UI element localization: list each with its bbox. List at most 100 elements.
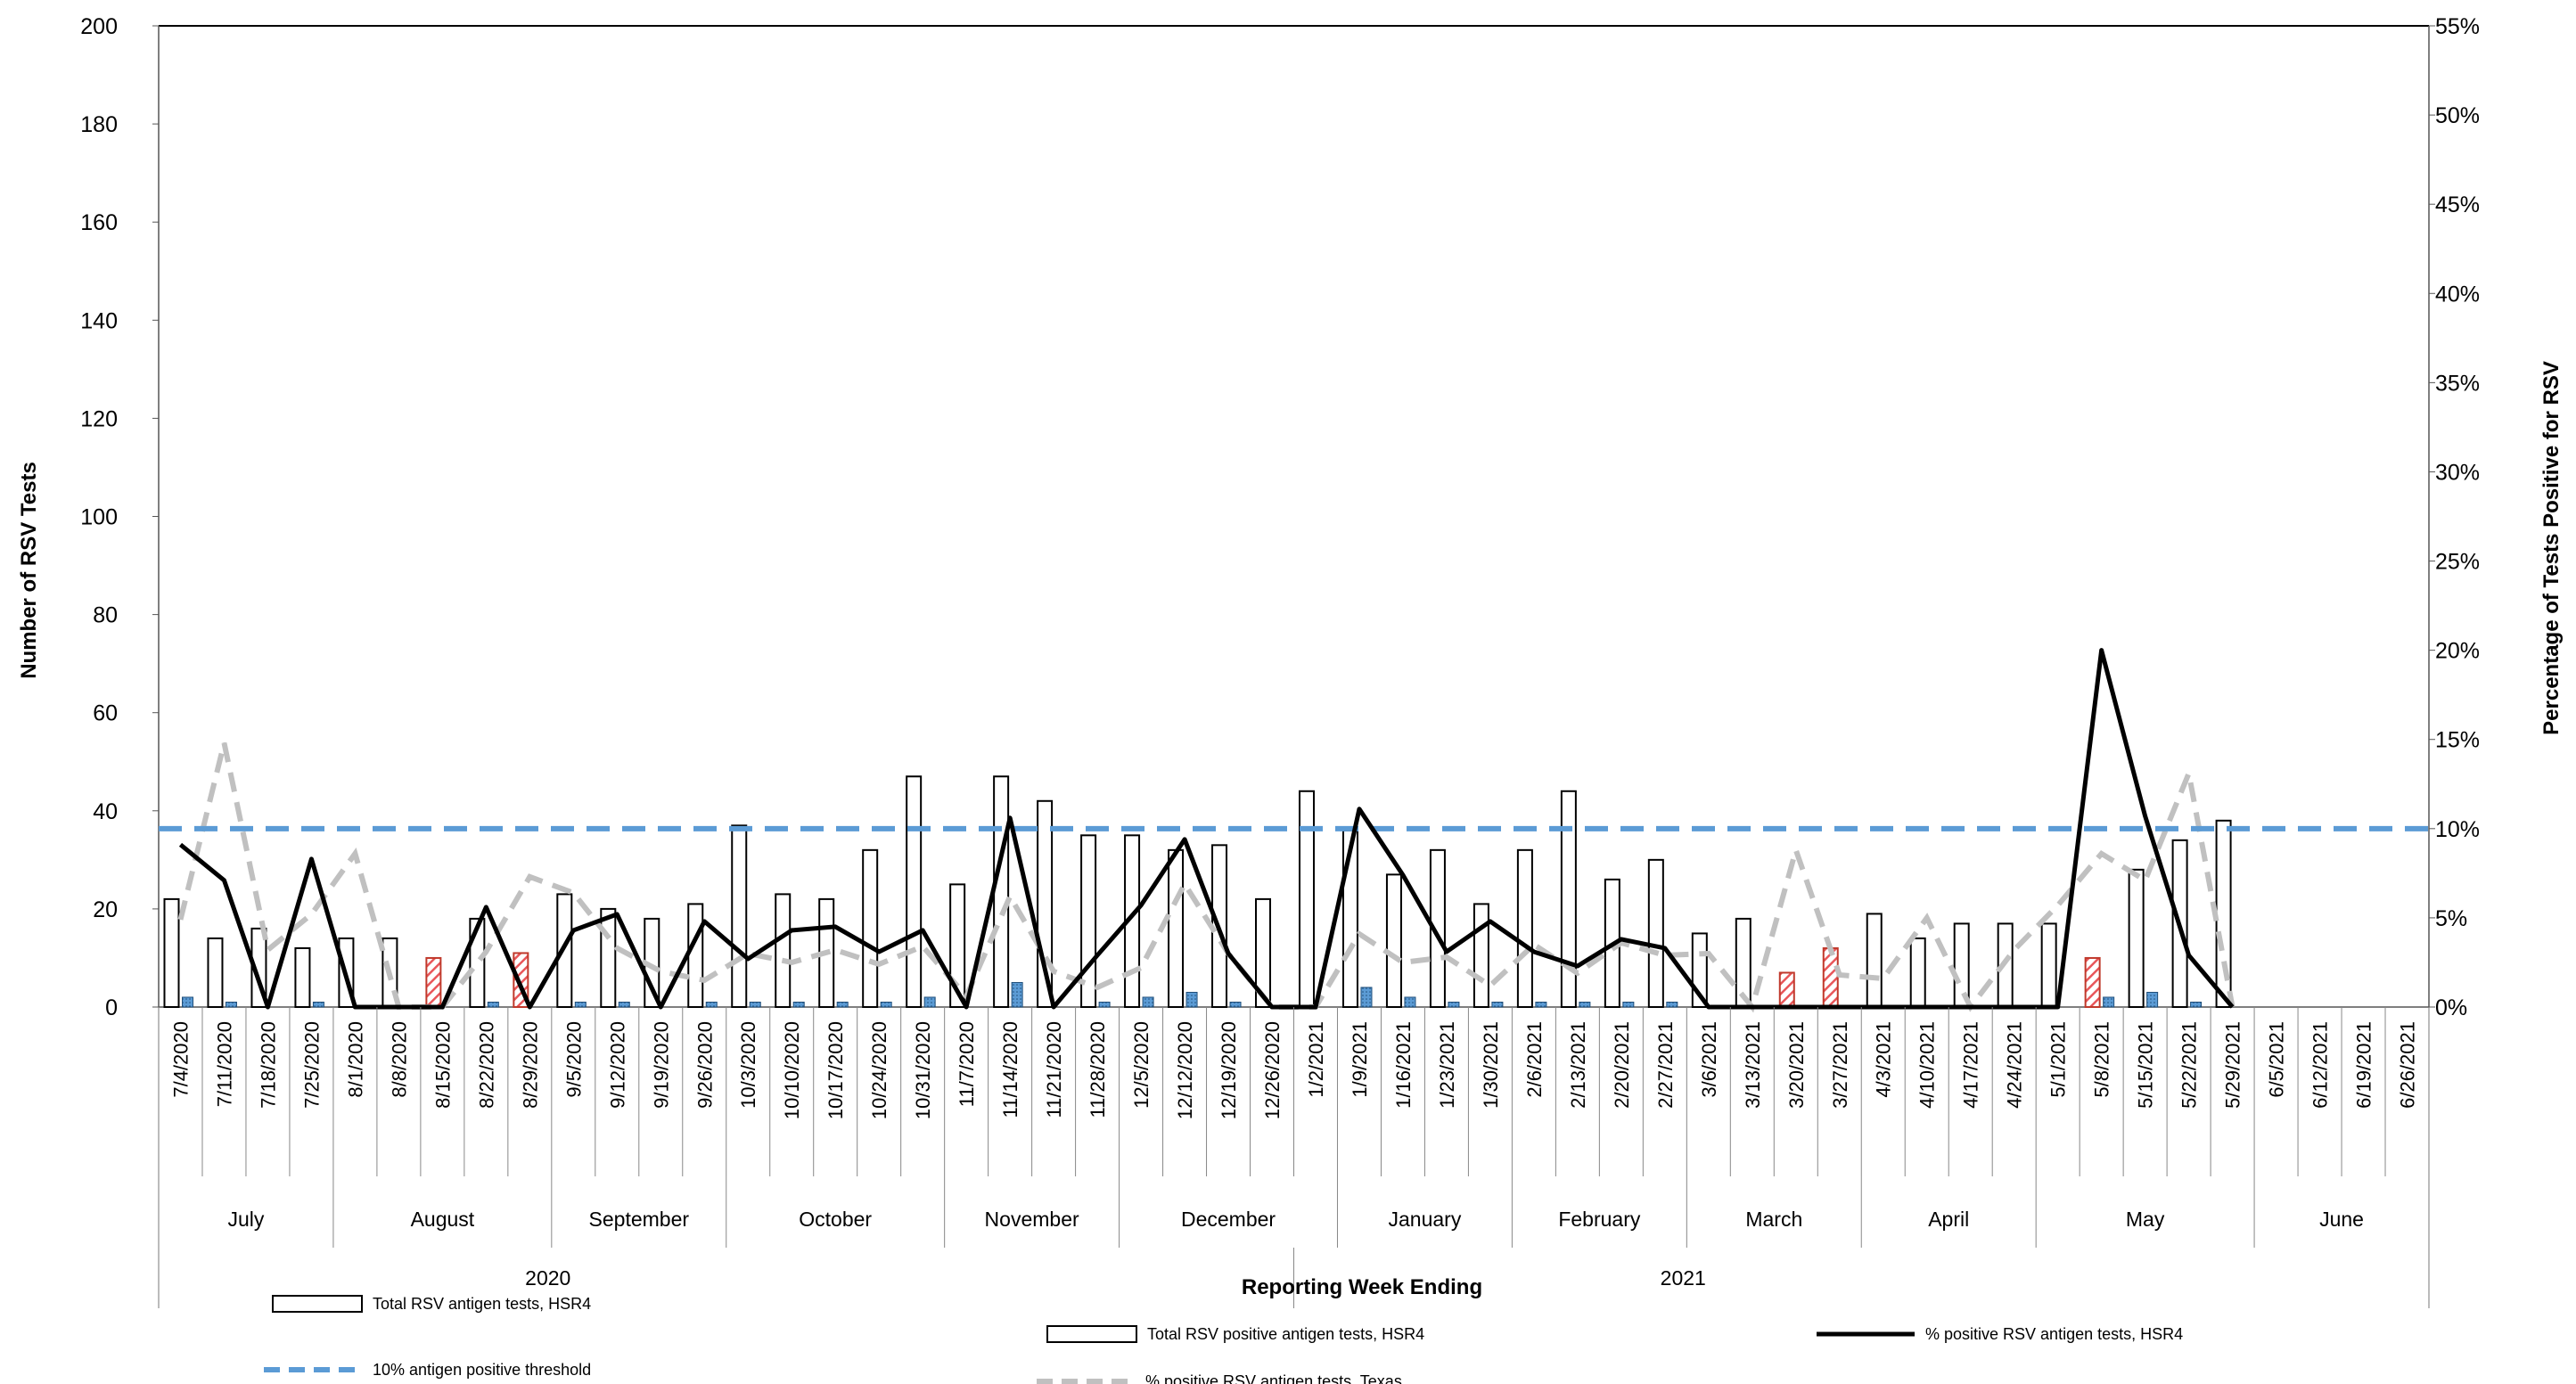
week-tick-labels: 7/4/2020 7/11/2020 7/18/2020 7/25/2020 8/1/2… bbox=[169, 1007, 2419, 1176]
legend-label: Total RSV positive antigen tests, HSR4 bbox=[1147, 1325, 1424, 1343]
month-label: May bbox=[2126, 1208, 2165, 1231]
positive-tests-bar bbox=[2103, 996, 2115, 1008]
week-label: 1/30/2021 bbox=[1480, 1021, 1502, 1109]
month-label: November bbox=[985, 1208, 1079, 1231]
legend-swatch-bar bbox=[272, 1295, 363, 1313]
week-label: 9/5/2020 bbox=[562, 1021, 585, 1098]
positive-tests-bar bbox=[181, 996, 193, 1008]
positive-tests-bar bbox=[1098, 1001, 1111, 1008]
positive-tests-bar bbox=[1404, 996, 1416, 1008]
legend-label: Total RSV antigen tests, HSR4 bbox=[373, 1295, 591, 1313]
week-label: 12/26/2020 bbox=[1261, 1021, 1284, 1119]
week-label: 3/13/2021 bbox=[1742, 1021, 1764, 1109]
week-label: 1/2/2021 bbox=[1305, 1021, 1327, 1098]
week-label: 5/8/2021 bbox=[2091, 1021, 2113, 1098]
positive-tests-bar bbox=[705, 1001, 718, 1008]
week-label: 2/20/2021 bbox=[1611, 1021, 1633, 1109]
right-tick-label: 55% bbox=[2435, 14, 2480, 39]
positive-tests-bar bbox=[487, 1001, 499, 1008]
right-tick-label: 30% bbox=[2435, 460, 2480, 485]
total-tests-bar bbox=[687, 903, 704, 1009]
year-labels: 2020 2021 bbox=[525, 1248, 1706, 1308]
percentage-lines bbox=[159, 648, 2429, 1013]
left-tick-label: 40 bbox=[93, 799, 118, 824]
right-tick-label: 25% bbox=[2435, 550, 2480, 575]
total-tests-bar bbox=[949, 883, 966, 1008]
month-label: July bbox=[228, 1208, 265, 1231]
week-label: 11/14/2020 bbox=[999, 1021, 1021, 1118]
right-axis-title: Percentage of Tests Positive for RSV bbox=[2539, 361, 2564, 735]
week-label: 10/10/2020 bbox=[781, 1021, 803, 1119]
right-axis-ticks: 0% 5% 10% 15% 20% 25% 30% 35% 40% 45% 50% 55% bbox=[2429, 14, 2480, 1020]
week-label: 10/17/2020 bbox=[824, 1021, 847, 1119]
month-label: February bbox=[1558, 1208, 1641, 1231]
week-label: 5/22/2021 bbox=[2178, 1021, 2201, 1109]
total-tests-bar bbox=[1516, 848, 1533, 1009]
positive-tests-bar bbox=[1011, 981, 1023, 1008]
week-label: 6/5/2021 bbox=[2266, 1021, 2288, 1098]
week-label: 9/12/2020 bbox=[606, 1021, 628, 1109]
total-tests-bar bbox=[600, 907, 617, 1009]
month-label: April bbox=[1928, 1208, 1969, 1231]
week-label: 2/13/2021 bbox=[1567, 1021, 1589, 1109]
total-tests-bar bbox=[294, 946, 311, 1008]
week-label: 7/25/2020 bbox=[300, 1021, 323, 1109]
total-tests-bar bbox=[207, 937, 224, 1009]
week-label: 4/24/2021 bbox=[2004, 1021, 2026, 1109]
total-tests-bar bbox=[1560, 790, 1577, 1009]
total-tests-bar bbox=[163, 897, 180, 1009]
left-tick-label: 20 bbox=[93, 897, 118, 922]
right-tick-label: 20% bbox=[2435, 639, 2480, 664]
week-label: 1/9/2021 bbox=[1349, 1021, 1371, 1098]
left-tick-label: 80 bbox=[93, 603, 118, 628]
left-tick-label: 0 bbox=[105, 995, 118, 1020]
left-tick-label: 100 bbox=[80, 505, 118, 530]
year-label: 2020 bbox=[525, 1266, 570, 1290]
week-label: 1/16/2021 bbox=[1392, 1021, 1415, 1109]
total-tests-bar bbox=[906, 775, 923, 1008]
week-label: 2/27/2021 bbox=[1654, 1021, 1677, 1109]
week-label: 5/29/2021 bbox=[2222, 1021, 2244, 1109]
week-label: 4/3/2021 bbox=[1873, 1021, 1895, 1098]
highlighted-total-bar bbox=[1778, 971, 1795, 1008]
week-label: 3/20/2021 bbox=[1785, 1021, 1808, 1109]
week-label: 2/6/2021 bbox=[1523, 1021, 1546, 1098]
month-labels: July August September October November Decemb… bbox=[228, 1176, 2364, 1248]
positive-tests-bars bbox=[181, 981, 2203, 1008]
positive-tests-bar bbox=[2190, 1001, 2203, 1008]
week-label: 9/19/2020 bbox=[650, 1021, 672, 1109]
month-label: December bbox=[1181, 1208, 1276, 1231]
highlighted-total-bar bbox=[1822, 946, 1839, 1008]
positive-tests-bar bbox=[1491, 1001, 1504, 1008]
positive-tests-bar bbox=[792, 1001, 805, 1008]
legend-label: % positive RSV antigen tests, Texas bbox=[1145, 1372, 1402, 1384]
week-label: 4/10/2021 bbox=[1916, 1021, 1939, 1109]
positive-tests-bar bbox=[880, 1001, 892, 1008]
total-tests-bar bbox=[2040, 922, 2057, 1009]
positive-tests-bar bbox=[836, 1001, 849, 1008]
left-axis-ticks: 0 20 40 60 80 100 120 140 160 180 200 bbox=[80, 14, 159, 1020]
week-label: 5/15/2021 bbox=[2135, 1021, 2157, 1109]
right-tick-label: 45% bbox=[2435, 192, 2480, 217]
week-label: 7/18/2020 bbox=[257, 1021, 279, 1109]
hsr4-percent-line bbox=[178, 648, 2235, 1010]
legend-swatch-bar bbox=[1046, 1325, 1137, 1343]
week-label: 6/12/2021 bbox=[2309, 1021, 2332, 1109]
right-tick-label: 40% bbox=[2435, 282, 2480, 307]
week-label: 8/15/2020 bbox=[431, 1021, 454, 1109]
highlighted-total-bar bbox=[425, 956, 442, 1008]
positive-tests-bar bbox=[1666, 1001, 1678, 1008]
left-axis-title: Number of RSV Tests bbox=[17, 462, 41, 679]
week-label: 8/29/2020 bbox=[519, 1021, 541, 1109]
week-label: 11/28/2020 bbox=[1087, 1021, 1109, 1118]
total-tests-bar bbox=[1473, 903, 1489, 1009]
month-label: March bbox=[1745, 1208, 1802, 1231]
total-tests-bar bbox=[1909, 937, 1926, 1009]
legend: Total RSV antigen tests, HSR4 Total RSV p… bbox=[264, 1295, 2183, 1384]
total-tests-bar bbox=[775, 893, 792, 1009]
week-label: 12/12/2020 bbox=[1174, 1021, 1196, 1119]
total-tests-bar bbox=[1647, 858, 1664, 1008]
week-label: 3/27/2021 bbox=[1829, 1021, 1851, 1109]
total-tests-bar bbox=[731, 824, 748, 1008]
month-label: October bbox=[799, 1208, 872, 1231]
